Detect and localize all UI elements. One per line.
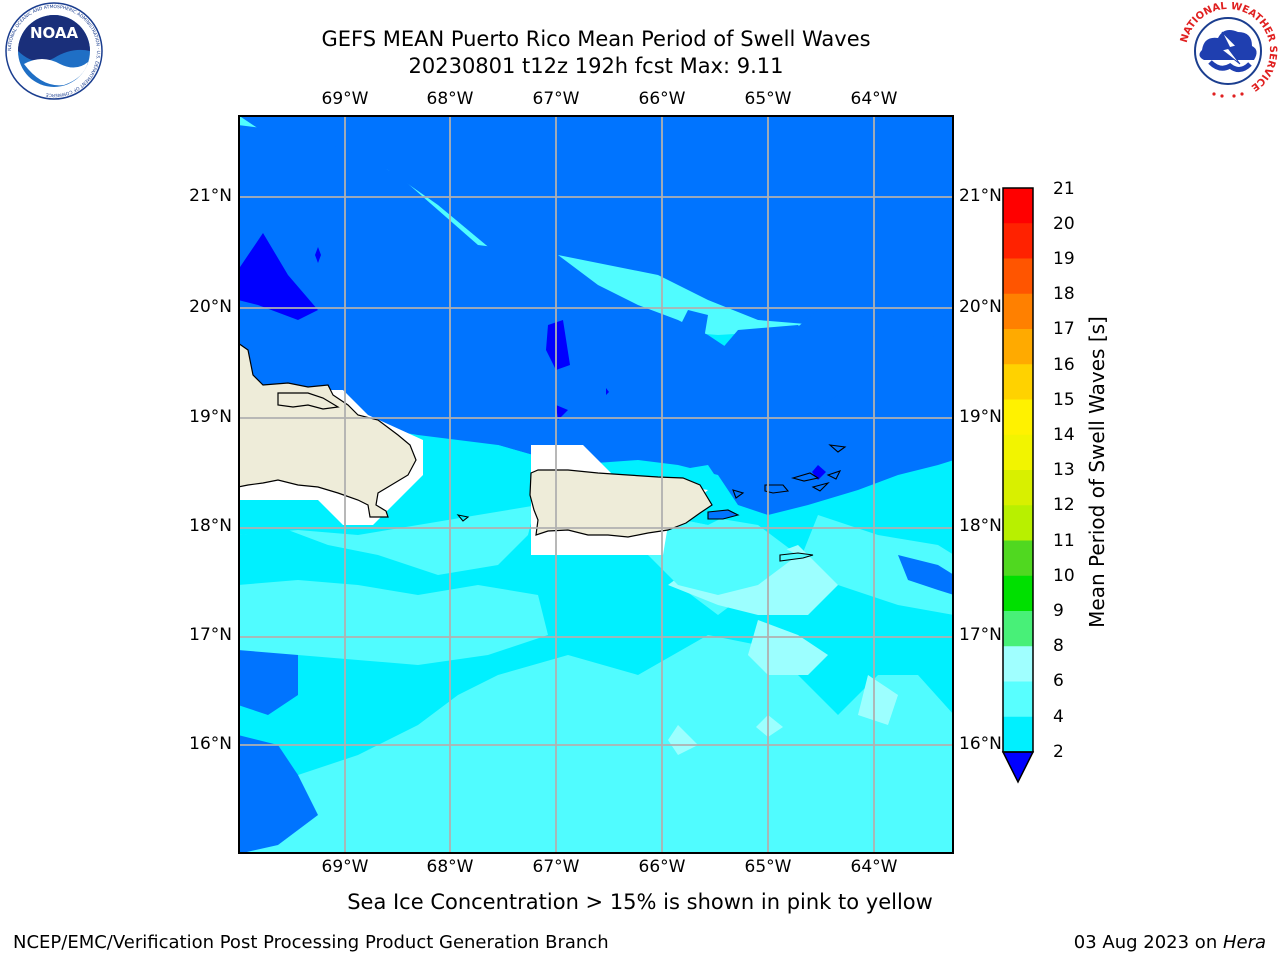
lon-label-bottom: 67°W [532, 857, 580, 877]
colorbar-band [1003, 258, 1033, 295]
lat-label-left: 16°N [189, 734, 232, 754]
colorbar-band [1003, 716, 1033, 753]
colorbar-tick: 16 [1053, 355, 1075, 375]
hispaniola-land [238, 342, 417, 518]
colorbar-band [1003, 434, 1033, 471]
lon-label-top: 64°W [850, 89, 898, 109]
lon-label-top: 66°W [638, 89, 686, 109]
colorbar-band [1003, 611, 1033, 647]
noaa-logo: NOAA NATIONAL OCEANIC AND ATMOSPHERIC AD… [5, 2, 103, 100]
colorbar-band [1003, 505, 1033, 541]
colorbar-tick: 9 [1053, 601, 1064, 621]
lat-label-left: 19°N [189, 407, 232, 427]
colorbar-tick: 17 [1053, 319, 1075, 339]
lat-label-right: 17°N [959, 625, 1002, 645]
colorbar-band [1003, 223, 1033, 259]
lon-label-bottom: 65°W [744, 857, 792, 877]
noaa-logo-text: NOAA [30, 24, 79, 42]
footer-date-text: 03 Aug 2023 on [1073, 932, 1223, 953]
colorbar [1001, 187, 1035, 784]
colorbar-band [1003, 399, 1033, 436]
lat-label-left: 21°N [189, 186, 232, 206]
colorbar-tick: 20 [1053, 214, 1075, 234]
virgin-islands [456, 444, 847, 562]
lat-label-right: 16°N [959, 734, 1002, 754]
colorbar-band [1003, 329, 1033, 365]
colorbar-tick: 13 [1053, 460, 1075, 480]
colorbar-tick: 4 [1053, 707, 1064, 727]
colorbar-tick: 8 [1053, 636, 1064, 656]
lon-label-bottom: 66°W [638, 857, 686, 877]
lon-label-top: 69°W [321, 89, 369, 109]
colorbar-tick: 12 [1053, 495, 1075, 515]
national-weather-service-logo: NATIONAL WEATHER SERVICE [1179, 2, 1278, 99]
lon-label-bottom: 64°W [850, 857, 898, 877]
map-title: GEFS MEAN Puerto Rico Mean Period of Swe… [321, 27, 871, 51]
lat-label-right: 19°N [959, 407, 1002, 427]
colorbar-band [1003, 188, 1033, 224]
colorbar-band [1003, 575, 1033, 612]
lat-label-left: 17°N [189, 625, 232, 645]
lon-label-top: 67°W [532, 89, 580, 109]
colorbar-band [1003, 681, 1033, 718]
colorbar-band [1003, 646, 1033, 682]
lon-label-bottom: 68°W [426, 857, 474, 877]
graticule [238, 115, 954, 854]
lat-label-right: 18°N [959, 516, 1002, 536]
colorbar-tick: 11 [1053, 531, 1075, 551]
colorbar-band [1003, 470, 1033, 506]
swell-period-map [238, 115, 954, 854]
colorbar-tick: 15 [1053, 390, 1075, 410]
colorbar-band [1003, 364, 1033, 400]
colorbar-tick: 6 [1053, 671, 1064, 691]
colorbar-tick: 18 [1053, 284, 1075, 304]
footer-credit: NCEP/EMC/Verification Post Processing Pr… [13, 932, 609, 953]
colorbar-label: Mean Period of Swell Waves [s] [1085, 316, 1109, 628]
colorbar-band [1003, 293, 1033, 330]
colorbar-tick: 10 [1053, 566, 1075, 586]
lat-label-left: 18°N [189, 516, 232, 536]
lat-label-right: 20°N [959, 297, 1002, 317]
puerto-rico-land [529, 469, 713, 538]
lat-label-right: 21°N [959, 186, 1002, 206]
map-subtitle: 20230801 t12z 192h fcst Max: 9.11 [408, 54, 784, 78]
colorbar-tick: 21 [1053, 179, 1075, 199]
colorbar-tick: 14 [1053, 425, 1075, 445]
colorbar-tick: 2 [1053, 742, 1064, 762]
lon-label-bottom: 69°W [321, 857, 369, 877]
footer-host: Hera [1222, 932, 1266, 953]
field-below-2 [238, 233, 826, 480]
sea-ice-caption: Sea Ice Concentration > 15% is shown in … [347, 890, 933, 914]
colorbar-tick: 19 [1053, 249, 1075, 269]
footer-date: 03 Aug 2023 on Hera [1074, 932, 1266, 953]
lat-label-left: 20°N [189, 297, 232, 317]
colorbar-band [1003, 540, 1033, 577]
lon-label-top: 65°W [744, 89, 792, 109]
colorbar-extend-arrow [1001, 751, 1035, 784]
lon-label-top: 68°W [426, 89, 474, 109]
